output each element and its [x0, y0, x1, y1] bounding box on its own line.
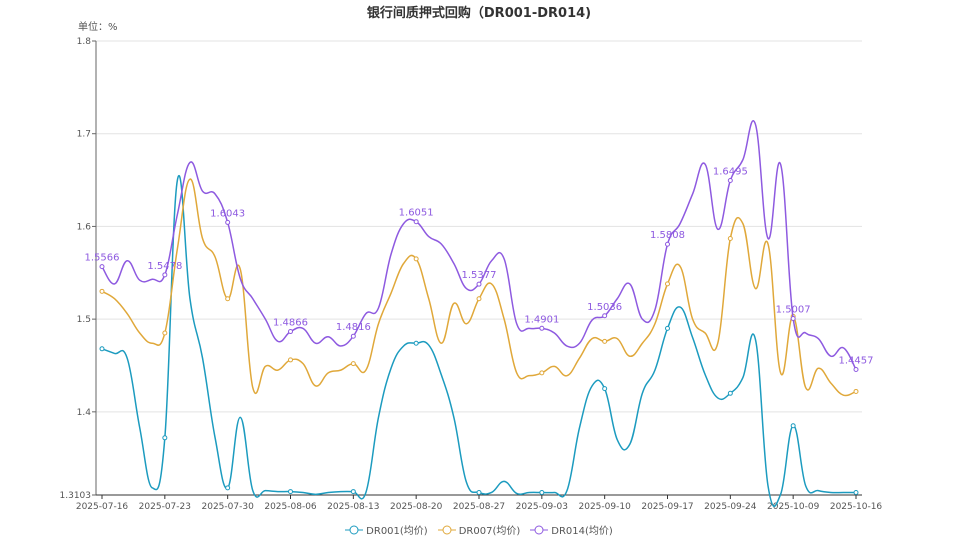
- data-point: [790, 315, 796, 321]
- data-point: [665, 325, 670, 331]
- data-point: [99, 264, 105, 270]
- data-point: [727, 235, 733, 241]
- data-label: 1.5007: [776, 304, 811, 315]
- x-tick-label: 2025-07-23: [139, 502, 191, 512]
- x-tick-label: 2025-09-17: [641, 502, 693, 512]
- data-point: [853, 366, 859, 372]
- data-point: [539, 325, 545, 331]
- data-point: [99, 288, 105, 294]
- data-point: [602, 386, 608, 392]
- x-tick-label: 2025-09-03: [516, 502, 568, 512]
- data-point: [602, 338, 608, 344]
- data-point: [790, 423, 796, 429]
- x-tick-label: 2025-09-10: [579, 502, 632, 512]
- legend-circle-icon: [530, 525, 549, 534]
- y-tick-label: 1.3103: [60, 491, 92, 501]
- x-tick-label: 2025-08-13: [327, 502, 379, 512]
- data-point: [288, 329, 293, 335]
- data-point: [225, 485, 231, 491]
- y-tick-label: 1.6: [77, 222, 92, 232]
- unit-label: 单位：%: [78, 22, 118, 33]
- legend-item[interactable]: DR007(均价): [437, 522, 521, 537]
- x-tick-label: 2025-10-09: [767, 502, 820, 512]
- data-point: [665, 281, 670, 287]
- data-point: [288, 357, 293, 363]
- data-point: [413, 219, 419, 225]
- x-tick-label: 2025-10-16: [830, 502, 883, 512]
- y-tick-label: 1.8: [77, 37, 92, 47]
- data-point: [99, 346, 105, 352]
- chart-title: 银行间质押式回购（DR001-DR014): [366, 6, 592, 21]
- data-point: [539, 489, 545, 495]
- y-tick-label: 1.4: [77, 408, 92, 418]
- series-line-dr014: [101, 120, 857, 370]
- x-tick-label: 2025-07-16: [76, 502, 129, 512]
- data-point: [602, 313, 608, 319]
- data-label: 1.6051: [399, 208, 434, 219]
- data-point: [853, 388, 859, 394]
- legend-item[interactable]: DR014(均价): [530, 522, 613, 537]
- data-point: [476, 489, 482, 495]
- data-point: [413, 340, 419, 346]
- data-label: 1.4816: [336, 322, 371, 333]
- data-label: 1.6043: [210, 208, 245, 219]
- legend: DR001(均价) DR007(均价) DR014(均价): [0, 522, 958, 537]
- data-label: 1.4457: [839, 355, 874, 366]
- legend-label: DR014(均价): [551, 526, 613, 537]
- data-label: 1.6495: [713, 167, 748, 178]
- data-label: 1.5478: [147, 261, 182, 272]
- y-tick-label: 1.5: [77, 315, 91, 325]
- data-point: [727, 178, 733, 184]
- data-point: [225, 219, 231, 225]
- data-point: [350, 333, 356, 339]
- data-point: [727, 390, 733, 396]
- x-tick-label: 2025-09-24: [704, 502, 757, 512]
- data-label: 1.5808: [650, 230, 685, 241]
- data-point: [350, 489, 356, 495]
- y-tick-label: 1.7: [77, 130, 91, 140]
- legend-circle-icon: [437, 525, 456, 534]
- legend-circle-icon: [345, 525, 364, 534]
- data-label: 1.4866: [273, 318, 308, 329]
- legend-item[interactable]: DR001(均价): [345, 522, 428, 537]
- data-point: [225, 296, 231, 302]
- data-point: [476, 281, 482, 287]
- data-label: 1.5377: [462, 270, 497, 281]
- data-label: 1.4901: [524, 314, 559, 325]
- data-label: 1.5036: [587, 302, 622, 313]
- data-point: [162, 272, 168, 278]
- x-tick-label: 2025-08-20: [390, 502, 443, 512]
- x-tick-label: 2025-08-27: [453, 502, 505, 512]
- data-point: [476, 296, 482, 302]
- data-point: [350, 361, 356, 367]
- data-point: [539, 370, 545, 376]
- x-tick-label: 2025-07-30: [202, 502, 255, 512]
- data-point: [162, 330, 168, 336]
- data-point: [413, 256, 419, 262]
- data-point: [665, 241, 670, 247]
- series-line-dr001: [101, 175, 856, 508]
- data-point: [853, 489, 859, 495]
- legend-label: DR001(均价): [366, 526, 428, 537]
- data-point: [162, 435, 168, 441]
- data-point: [288, 489, 293, 495]
- data-label: 1.5566: [85, 253, 120, 264]
- x-tick-label: 2025-08-06: [264, 502, 317, 512]
- legend-label: DR007(均价): [458, 526, 521, 537]
